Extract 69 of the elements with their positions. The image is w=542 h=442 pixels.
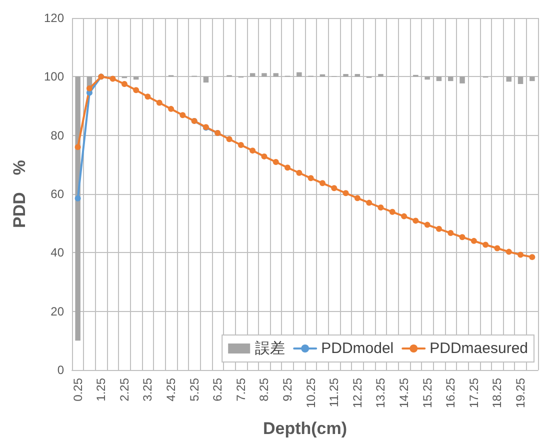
point	[506, 248, 512, 255]
point	[494, 245, 500, 252]
point	[226, 136, 232, 142]
x-tick-label: 2.25	[117, 378, 132, 402]
x-tick-label: 11.25	[327, 378, 342, 408]
x-tick-label: 8.25	[257, 378, 272, 402]
point	[470, 238, 477, 244]
point	[436, 226, 442, 232]
point	[378, 204, 384, 210]
x-tick-label: 10.25	[304, 378, 318, 408]
y-tick-label: 80	[50, 128, 64, 142]
point	[459, 234, 466, 240]
legend-label: 誤差	[255, 340, 286, 357]
x-tick-label: 0.25	[70, 378, 85, 402]
x-tick-label: 12.25	[350, 378, 364, 408]
y-tick-label: 100	[44, 70, 64, 84]
x-tick-label: 16.25	[444, 378, 458, 408]
x-tick-label: 7.25	[234, 378, 248, 402]
x-tick-label: 4.25	[164, 378, 178, 402]
point	[296, 170, 302, 176]
point	[389, 208, 396, 215]
legend-label: PDDmaesured	[430, 340, 528, 357]
point	[284, 164, 291, 171]
x-tick-label: 15.25	[420, 378, 434, 408]
x-tick-label: 3.25	[140, 378, 155, 402]
x-tick-label: 5.25	[187, 378, 202, 402]
point	[110, 76, 116, 82]
x-tick-label: 14.25	[397, 378, 412, 408]
point	[308, 175, 314, 182]
x-tick-label: 18.25	[490, 378, 504, 408]
point	[121, 81, 128, 87]
point	[86, 85, 92, 92]
point	[331, 185, 338, 192]
x-tick-label: 1.25	[94, 378, 108, 402]
point	[250, 148, 256, 154]
point	[144, 94, 151, 100]
point	[354, 195, 360, 202]
point	[133, 87, 140, 94]
point	[74, 195, 81, 202]
point	[74, 144, 81, 150]
point	[412, 218, 419, 224]
point	[180, 112, 186, 118]
point	[518, 252, 524, 258]
x-tick-label: 19.25	[514, 378, 528, 408]
y-tick-label: 40	[50, 246, 64, 260]
point	[482, 242, 489, 248]
point	[448, 230, 454, 236]
point	[424, 222, 430, 228]
point	[401, 213, 408, 220]
y-axis-title: PDD %	[10, 160, 29, 228]
x-axis-title: Depth(cm)	[262, 419, 348, 438]
x-tick-label: 17.25	[466, 378, 481, 408]
x-tick-label: 6.25	[210, 378, 225, 402]
y-tick-label: 120	[44, 11, 64, 25]
y-tick-label: 60	[50, 187, 64, 201]
point	[342, 190, 349, 196]
y-tick-label: 0	[57, 363, 64, 377]
point	[366, 200, 372, 206]
point	[272, 159, 279, 166]
x-tick-label: 9.25	[280, 378, 295, 402]
point	[168, 106, 174, 112]
point	[238, 142, 244, 148]
point	[529, 254, 536, 260]
y-tick-label: 20	[50, 304, 64, 318]
point	[319, 180, 326, 186]
legend-label: PDDmodel	[321, 340, 394, 357]
point	[261, 153, 268, 160]
x-tick-label: 13.25	[374, 378, 388, 408]
point	[156, 100, 162, 106]
